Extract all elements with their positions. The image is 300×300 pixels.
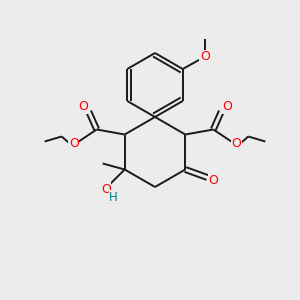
Text: O: O (208, 174, 218, 187)
Text: O: O (101, 183, 111, 196)
Text: O: O (69, 137, 79, 150)
Text: H: H (109, 191, 118, 204)
Text: O: O (78, 100, 88, 113)
Text: O: O (231, 137, 241, 150)
Text: O: O (222, 100, 232, 113)
Text: O: O (200, 50, 210, 64)
